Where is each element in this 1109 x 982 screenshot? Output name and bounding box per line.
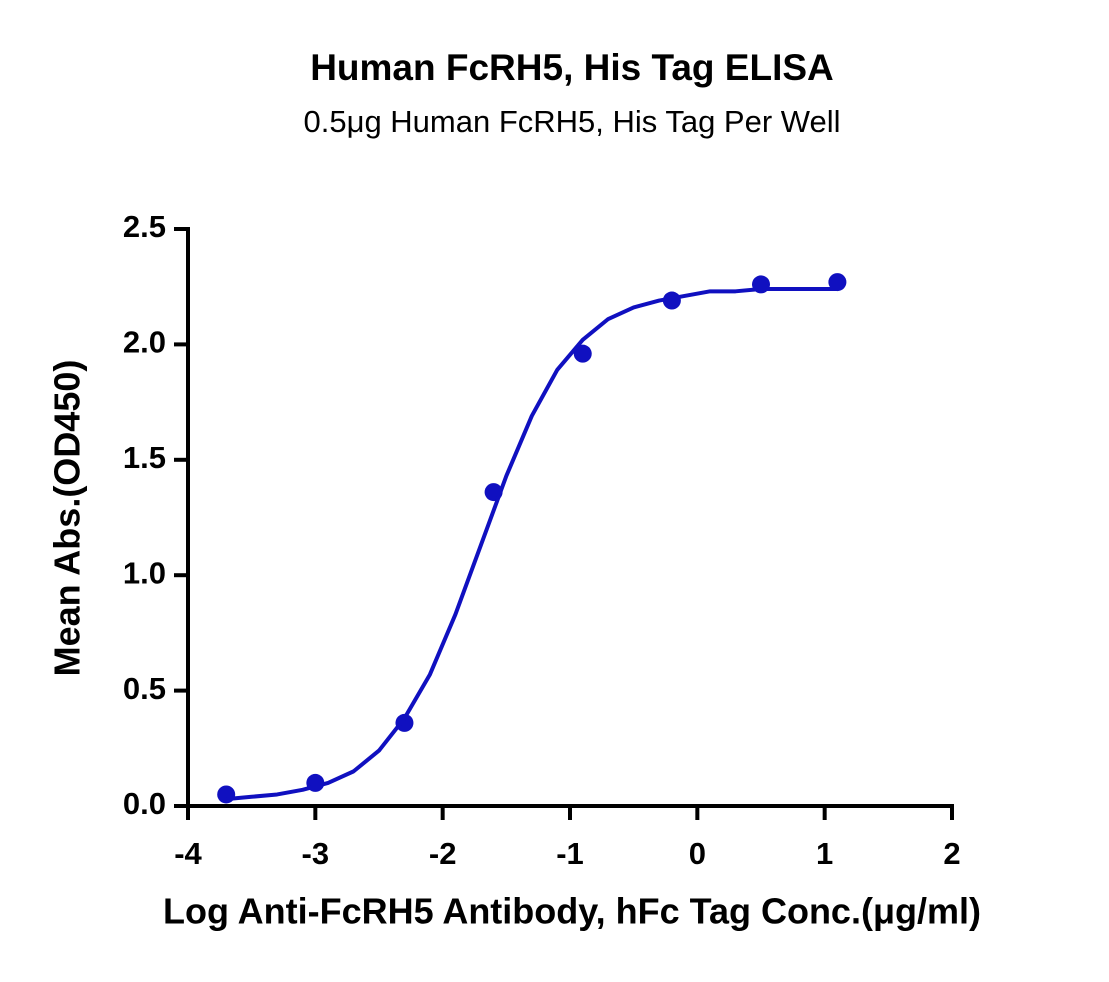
chart-title: Human FcRH5, His Tag ELISA xyxy=(310,47,834,88)
y-tick-label: 0.5 xyxy=(123,671,166,706)
data-point xyxy=(573,344,592,363)
y-tick-label: 1.5 xyxy=(123,440,166,475)
x-tick-label: 0 xyxy=(689,836,706,871)
x-tick-label: 1 xyxy=(816,836,833,871)
x-axis-label: Log Anti-FcRH5 Antibody, hFc Tag Conc.(μ… xyxy=(163,891,981,932)
y-tick-label: 1.0 xyxy=(123,555,166,590)
y-tick-label: 0.0 xyxy=(123,786,166,821)
x-tick-label: 2 xyxy=(943,836,960,871)
fit-curve xyxy=(226,287,838,802)
x-tick-label: -2 xyxy=(429,836,457,871)
x-tick-label: -3 xyxy=(302,836,330,871)
x-tick-label: -4 xyxy=(174,836,202,871)
y-axis-label: Mean Abs.(OD450) xyxy=(47,360,88,677)
data-point xyxy=(828,273,847,292)
chart-subtitle: 0.5μg Human FcRH5, His Tag Per Well xyxy=(303,104,840,139)
y-tick-label: 2.0 xyxy=(123,325,166,360)
y-tick-label: 2.5 xyxy=(123,209,166,244)
data-point xyxy=(395,713,414,732)
x-tick-label: -1 xyxy=(556,836,584,871)
data-point xyxy=(217,785,236,804)
